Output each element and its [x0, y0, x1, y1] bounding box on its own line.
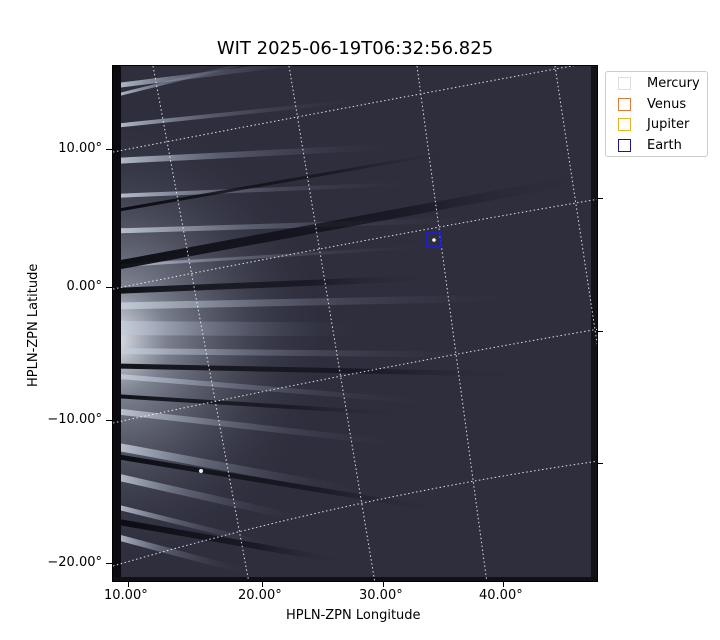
y-tick-label: −20.00° [47, 555, 102, 570]
earth-marker [426, 232, 442, 248]
streamer-ray [113, 66, 296, 89]
streamer-ray [113, 216, 496, 234]
y-tick-mark-right [598, 463, 603, 464]
coordinate-grid [113, 66, 597, 581]
dark-lane [113, 363, 534, 378]
y-tick-mark [106, 420, 112, 421]
streamer-ray [113, 243, 455, 268]
legend-item-earth: Earth [618, 137, 682, 153]
streamer-ray [113, 533, 256, 577]
x-axis-title: HPLN-ZPN Longitude [286, 608, 421, 623]
legend-item-jupiter: Jupiter [618, 116, 689, 132]
legend-label: Earth [647, 137, 682, 153]
streamer-ray [113, 97, 375, 128]
mercury-swatch [618, 76, 631, 90]
dark-lane [113, 171, 597, 271]
legend-label: Jupiter [647, 116, 690, 132]
legend: Mercury Venus Jupiter Earth [605, 71, 708, 157]
legend-item-venus: Venus [618, 96, 686, 112]
legend-label: Mercury [647, 75, 700, 91]
streamer-ray [113, 472, 317, 525]
x-tick-label: 10.00° [104, 588, 148, 603]
x-tick-mark [262, 582, 263, 587]
streamer-ray [113, 321, 380, 337]
y-tick-label: −10.00° [47, 412, 102, 427]
x-tick-mark [383, 582, 384, 587]
streamer-ray [113, 348, 496, 358]
x-tick-mark [128, 582, 129, 587]
y-tick-mark [106, 287, 112, 288]
x-tick-mark [503, 582, 504, 587]
x-tick-label: 20.00° [238, 588, 282, 603]
streamer-ray [113, 180, 435, 198]
image-canvas [113, 66, 597, 581]
venus-swatch [618, 97, 631, 111]
streamer-ray [113, 142, 416, 164]
dark-lane [113, 453, 454, 515]
y-tick-mark-right [598, 331, 603, 332]
dark-lane [113, 394, 414, 417]
y-axis-title: HPLN-ZPN Latitude [26, 263, 41, 387]
streamer-ray [113, 408, 416, 448]
streamer-ray [113, 503, 286, 551]
y-tick-mark-right [598, 198, 603, 199]
streamer-ray [113, 442, 377, 499]
plot-title: WIT 2025-06-19T06:32:56.825 [216, 38, 494, 59]
streamer-ray [113, 293, 537, 310]
dark-lane [113, 146, 474, 213]
streamer-ray [113, 373, 446, 406]
jupiter-swatch [618, 117, 631, 131]
coronagraph-image [112, 65, 598, 582]
y-tick-label: 10.00° [58, 141, 102, 156]
streamer-ray [113, 66, 241, 98]
earth-swatch [618, 138, 631, 152]
y-tick-mark [106, 563, 112, 564]
coronal-streamers [113, 66, 597, 577]
legend-item-mercury: Mercury [618, 75, 700, 91]
dark-lane [113, 518, 354, 566]
dark-lane [113, 274, 444, 294]
y-tick-mark [106, 149, 112, 150]
x-tick-label: 30.00° [359, 588, 403, 603]
legend-label: Venus [647, 96, 687, 112]
earth-point [432, 238, 436, 242]
y-tick-label: 0.00° [66, 279, 102, 294]
x-tick-label: 40.00° [479, 588, 523, 603]
star-point [199, 469, 203, 473]
